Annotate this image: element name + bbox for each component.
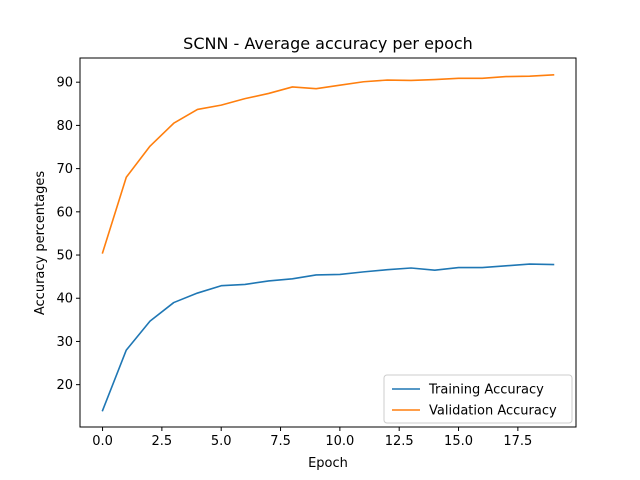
x-tick-label: 12.5: [385, 434, 414, 449]
x-axis-label: Epoch: [308, 456, 348, 471]
y-tick-label: 20: [56, 378, 73, 393]
chart-title: SCNN - Average accuracy per epoch: [183, 34, 473, 53]
legend-label-training-accuracy: Training Accuracy: [428, 383, 544, 398]
x-tick-label: 15.0: [444, 434, 473, 449]
y-tick-label: 70: [56, 162, 73, 177]
y-tick-label: 60: [56, 205, 73, 220]
legend-label-validation-accuracy: Validation Accuracy: [429, 404, 557, 419]
x-axis: 0.0 2.5 5.0 7.5 10.0 12.5 15.0 17.5: [92, 427, 532, 449]
y-tick-label: 80: [56, 119, 73, 134]
y-tick-label: 40: [56, 292, 73, 307]
plot-area: [101, 74, 555, 412]
x-tick-label: 0.0: [92, 434, 113, 449]
y-tick-label: 50: [56, 249, 73, 264]
legend: Training Accuracy Validation Accuracy: [383, 374, 573, 424]
x-tick-label: 2.5: [152, 434, 173, 449]
y-tick-label: 90: [56, 76, 73, 91]
x-tick-label: 7.5: [270, 434, 291, 449]
axes-frame: [79, 57, 577, 428]
x-tick-label: 17.5: [503, 434, 532, 449]
x-tick-label: 5.0: [211, 434, 232, 449]
y-axis: 20 30 40 50 60 70 80 90: [56, 76, 80, 393]
x-tick-label: 10.0: [325, 434, 354, 449]
series-line-training-accuracy: [101, 263, 555, 412]
y-axis-label: Accuracy percentages: [33, 171, 48, 315]
legend-box: [383, 374, 573, 424]
series-line-validation-accuracy: [101, 74, 555, 254]
y-tick-label: 30: [56, 335, 73, 350]
